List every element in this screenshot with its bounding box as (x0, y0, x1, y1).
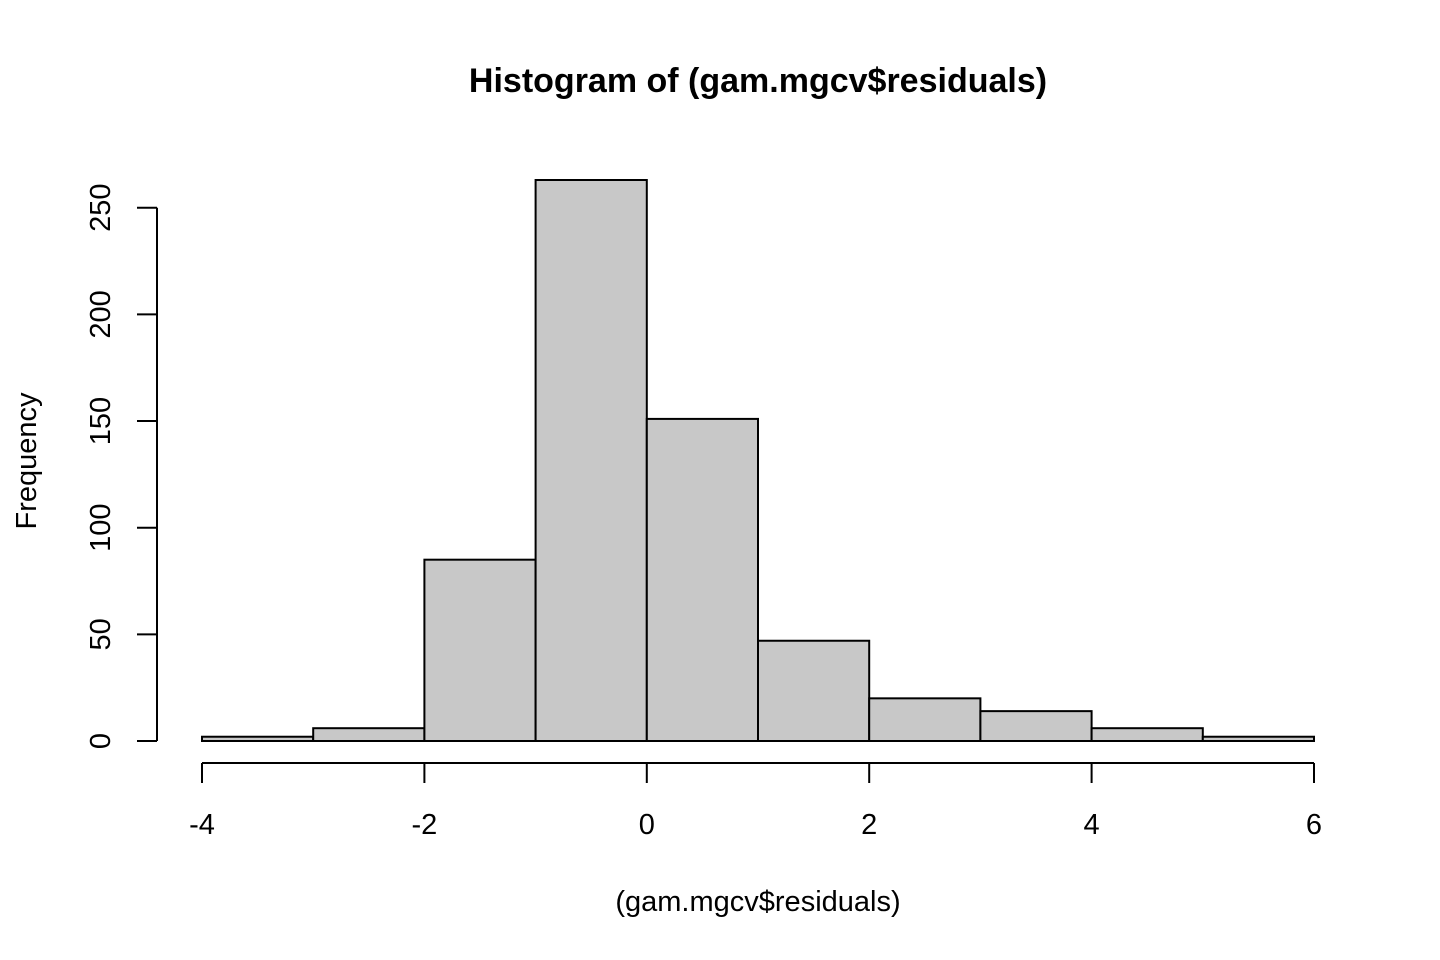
y-tick-label: 100 (85, 503, 117, 551)
y-tick-label: 50 (85, 618, 117, 650)
x-tick-label: -4 (189, 809, 215, 841)
x-axis: -4 -2 0 2 4 6 (189, 762, 1322, 841)
histogram-bar (1090, 727, 1204, 743)
y-axis: 0 50 100 150 200 250 (85, 184, 158, 749)
histogram-bar (645, 417, 759, 742)
y-tick-label: 0 (85, 733, 117, 749)
chart-title: Histogram of (gam.mgcv$residuals) (469, 62, 1047, 100)
histogram-bar (1201, 735, 1316, 742)
x-tick-label: 0 (639, 809, 655, 841)
y-axis-label: Frequency (11, 392, 43, 530)
histogram-bar (979, 710, 1093, 743)
histogram-bar (534, 179, 648, 742)
histogram-bar (201, 735, 315, 742)
histogram-bar (757, 639, 871, 742)
x-tick-label: -2 (412, 809, 438, 841)
y-tick-label: 150 (85, 397, 117, 445)
y-tick-label: 250 (85, 184, 117, 232)
x-tick-label: 6 (1306, 809, 1322, 841)
x-tick-label: 2 (861, 809, 877, 841)
histogram-bar (868, 697, 982, 742)
x-axis-label: (gam.mgcv$residuals) (615, 886, 900, 918)
histogram-bar (423, 558, 537, 743)
bars-group (201, 179, 1316, 743)
x-tick-label: 4 (1084, 809, 1100, 841)
y-tick-label: 200 (85, 290, 117, 338)
histogram-bar (312, 727, 426, 743)
